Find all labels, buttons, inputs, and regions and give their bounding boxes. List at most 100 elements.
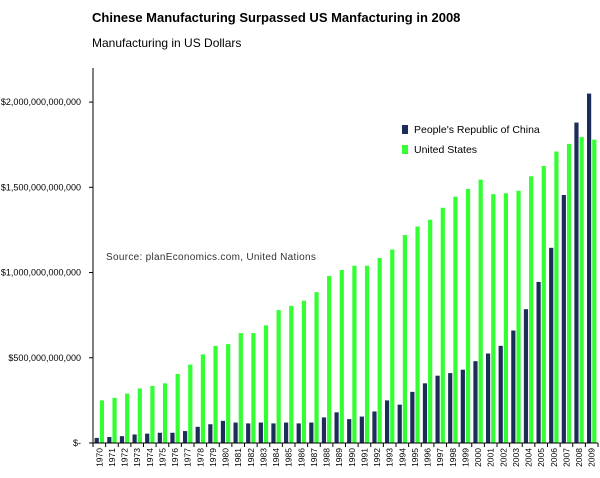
bar-china-1983 <box>258 422 263 443</box>
x-tick-label: 2005 <box>536 448 546 467</box>
x-tick-label: 2007 <box>561 448 571 467</box>
bar-china-1993 <box>384 400 390 443</box>
bar-china-1982 <box>246 423 251 443</box>
bar-us-2002 <box>503 193 509 443</box>
x-tick-label: 1986 <box>296 448 306 467</box>
bar-china-2002 <box>498 345 503 443</box>
bar-us-1975 <box>162 383 168 443</box>
x-tick-label: 1974 <box>145 448 155 467</box>
x-tick-label: 1975 <box>157 448 167 467</box>
x-tick-label: 1976 <box>170 448 180 467</box>
bar-us-1989 <box>339 269 344 443</box>
bar-us-2009 <box>592 139 597 443</box>
bar-us-1985 <box>289 305 294 443</box>
bar-china-1985 <box>283 422 289 443</box>
bar-us-2003 <box>516 190 521 443</box>
bar-us-2000 <box>478 179 483 443</box>
legend-label-us: United States <box>414 144 477 156</box>
x-tick-label: 1980 <box>221 448 231 467</box>
bar-china-1986 <box>296 423 301 443</box>
bar-us-1992 <box>377 258 382 443</box>
legend-swatch-us <box>402 145 408 154</box>
bar-us-1987 <box>314 292 319 443</box>
x-tick-label: 2006 <box>549 448 559 467</box>
x-tick-label: 1971 <box>107 448 117 467</box>
bar-us-1972 <box>125 393 130 443</box>
x-tick-label: 2003 <box>511 448 521 467</box>
bar-china-1995 <box>410 391 415 443</box>
y-tick-label: $- <box>73 438 81 448</box>
bar-us-1970 <box>99 400 105 443</box>
bar-us-1980 <box>226 344 231 443</box>
x-tick-label: 2008 <box>574 448 584 467</box>
bar-us-2004 <box>529 176 534 444</box>
bar-china-1989 <box>334 412 339 443</box>
bar-china-1973 <box>132 434 137 443</box>
y-tick-label: $1,000,000,000,000 <box>1 268 81 278</box>
bar-china-1974 <box>145 433 150 444</box>
bar-us-1988 <box>327 275 332 443</box>
bar-china-1999 <box>460 369 465 443</box>
bar-us-1997 <box>440 207 445 443</box>
bar-us-2006 <box>554 151 559 443</box>
x-tick-label: 1995 <box>410 448 420 467</box>
bar-china-2007 <box>561 194 566 443</box>
legend-swatch-china <box>402 125 408 134</box>
bar-china-1994 <box>397 404 402 443</box>
bar-us-1998 <box>453 196 458 443</box>
bar-china-1988 <box>321 417 327 443</box>
bar-china-2005 <box>536 281 541 443</box>
bar-china-1975 <box>157 432 162 443</box>
x-tick-label: 1972 <box>120 448 130 467</box>
bar-china-2006 <box>549 247 554 443</box>
bar-china-1987 <box>309 422 314 443</box>
bar-china-2008 <box>574 122 579 444</box>
bar-us-1983 <box>263 325 269 443</box>
bar-china-1984 <box>271 423 276 443</box>
bar-china-1979 <box>208 424 213 443</box>
bar-us-2005 <box>541 166 546 443</box>
bar-china-1998 <box>448 373 453 443</box>
bar-us-1993 <box>390 249 395 443</box>
x-tick-label: 1998 <box>448 448 458 467</box>
x-tick-label: 2000 <box>473 448 483 467</box>
x-tick-label: 1985 <box>284 448 294 467</box>
y-tick-label: $2,000,000,000,000 <box>1 97 81 107</box>
x-tick-label: 1988 <box>322 448 332 467</box>
bar-china-1970 <box>94 437 99 443</box>
bar-china-1992 <box>372 411 377 443</box>
legend-label-china: People's Republic of China <box>414 124 540 136</box>
bar-us-1973 <box>137 388 142 443</box>
bar-china-1976 <box>170 432 175 443</box>
bar-us-1984 <box>276 310 281 443</box>
x-tick-label: 1997 <box>435 448 445 467</box>
chart-subtitle: Manufacturing in US Dollars <box>92 36 242 50</box>
x-tick-label: 1983 <box>258 448 268 467</box>
bar-china-1996 <box>422 383 428 443</box>
x-tick-label: 1970 <box>94 448 104 467</box>
x-tick-label: 1982 <box>246 448 256 467</box>
bar-us-1981 <box>238 333 243 443</box>
x-tick-label: 1978 <box>195 448 205 467</box>
bar-us-1979 <box>213 345 218 443</box>
bar-us-1971 <box>112 397 117 443</box>
bar-series <box>94 93 597 444</box>
x-tick-label: 1973 <box>132 448 142 467</box>
bar-china-2004 <box>523 309 529 443</box>
x-axis: 1970 1971 1972 1973 1974 1975 1976 1977 1978 1979… <box>92 443 599 467</box>
bar-china-1978 <box>195 426 200 443</box>
x-tick-label: 1991 <box>359 448 369 467</box>
x-tick-label: 2001 <box>486 448 496 467</box>
bar-china-1990 <box>347 419 352 443</box>
x-tick-label: 1984 <box>271 448 281 467</box>
bar-us-2007 <box>566 143 572 443</box>
bar-us-1982 <box>251 333 256 443</box>
bar-us-2008 <box>579 137 584 443</box>
bar-china-1971 <box>107 437 112 443</box>
bar-china-2009 <box>586 93 592 443</box>
legend: People's Republic of China United States <box>402 124 540 156</box>
bar-us-1986 <box>301 300 307 443</box>
bar-china-2001 <box>485 353 491 443</box>
bar-china-2000 <box>473 361 478 443</box>
